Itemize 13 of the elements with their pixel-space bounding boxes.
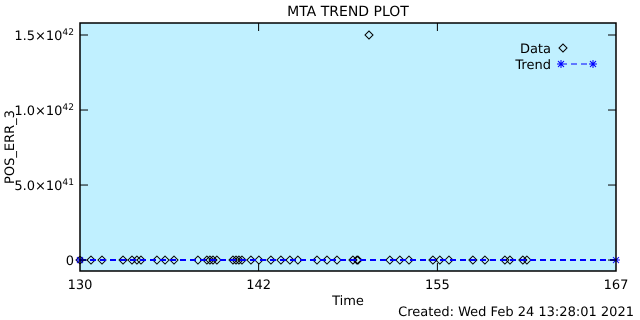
x-tick-label: 142 <box>246 278 272 293</box>
y-tick-label: 0 <box>66 254 74 270</box>
legend-label: Trend <box>514 58 551 73</box>
legend-label: Data <box>520 42 551 57</box>
y-tick-label: 1.0×10$^{42}$ <box>14 103 74 120</box>
chart-title: MTA TREND PLOT <box>287 4 410 20</box>
x-axis-title: Time <box>331 294 364 309</box>
x-tick-label: 130 <box>68 278 92 293</box>
text: Created: Wed Feb 24 13:28:01 2021 <box>398 305 634 320</box>
y-tick-label: 1.5×10$^{42}$ <box>14 28 74 44</box>
x-tick-label: 167 <box>604 278 628 293</box>
x-tick-label: 155 <box>424 278 450 293</box>
y-tick-label: 5.0×10$^{41}$ <box>14 178 74 194</box>
